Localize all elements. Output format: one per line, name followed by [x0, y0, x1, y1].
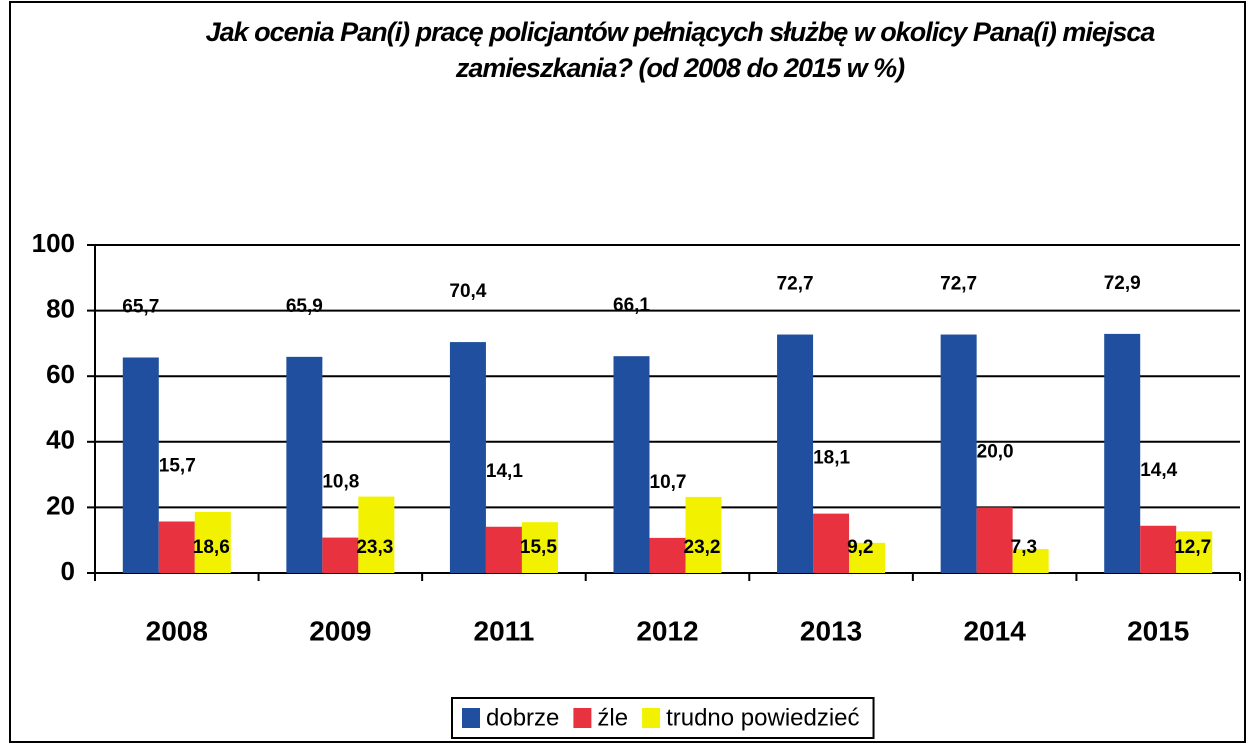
x-tick-label: 2014	[963, 615, 1026, 646]
y-tick-label: 0	[61, 556, 75, 586]
value-label: 65,9	[286, 296, 323, 317]
bar	[649, 537, 686, 573]
value-label: 23,3	[356, 537, 393, 558]
bar	[813, 513, 850, 573]
bar	[521, 522, 558, 573]
bar	[777, 334, 814, 573]
legend-box	[451, 697, 875, 739]
value-label: 14,1	[486, 461, 523, 482]
bar	[158, 521, 195, 573]
y-tick-label: 80	[46, 293, 75, 323]
legend-swatch	[642, 708, 661, 728]
bar	[685, 496, 722, 573]
y-tick-label: 20	[46, 490, 75, 520]
chart-border	[9, 1, 1246, 743]
value-label: 18,1	[813, 448, 850, 469]
bar	[449, 342, 486, 573]
value-label: 12,7	[1174, 537, 1211, 558]
value-label: 10,8	[322, 472, 359, 493]
bar	[1012, 549, 1049, 573]
x-tick-label: 2009	[309, 615, 371, 646]
bar	[613, 356, 650, 573]
y-tick-label: 100	[32, 228, 75, 258]
value-label: 9,2	[847, 537, 873, 558]
bar	[849, 542, 886, 573]
value-label: 15,7	[159, 456, 196, 477]
bar	[485, 526, 522, 573]
x-tick-label: 2012	[636, 615, 698, 646]
y-tick-label: 60	[46, 359, 75, 389]
x-tick-label: 2015	[1127, 615, 1189, 646]
value-label: 72,9	[1104, 273, 1141, 294]
chart-title: Jak ocenia Pan(i) pracę policjantów pełn…	[205, 17, 1156, 83]
x-tick-label: 2013	[800, 615, 862, 646]
value-label: 70,4	[449, 281, 486, 302]
x-tick-label: 2008	[146, 615, 208, 646]
value-label: 10,7	[650, 472, 687, 493]
legend-label: trudno powiedzieć	[666, 704, 859, 731]
value-label: 72,7	[940, 274, 977, 295]
bar	[322, 537, 359, 573]
value-label: 20,0	[977, 441, 1014, 462]
legend-swatch	[462, 708, 480, 728]
value-label: 14,4	[1140, 460, 1177, 481]
bar	[194, 511, 231, 573]
y-tick-label: 40	[46, 425, 75, 455]
legend-label: źle	[597, 704, 628, 731]
value-label: 72,7	[777, 274, 814, 295]
value-label: 7,3	[1011, 537, 1037, 558]
legend-label: dobrze	[486, 704, 559, 731]
bar	[286, 356, 323, 573]
bar	[1176, 531, 1213, 573]
value-label: 23,2	[684, 537, 721, 558]
bar	[976, 507, 1013, 573]
x-tick-label: 2011	[474, 615, 535, 646]
value-label: 65,7	[122, 297, 159, 318]
bar	[1104, 333, 1141, 573]
legend-swatch	[573, 708, 592, 728]
bar	[358, 496, 395, 573]
bar	[1140, 525, 1177, 573]
value-label: 18,6	[193, 537, 230, 558]
bar	[940, 334, 977, 573]
value-label: 66,1	[613, 295, 650, 316]
bar	[122, 357, 159, 573]
value-label: 15,5	[520, 537, 557, 558]
